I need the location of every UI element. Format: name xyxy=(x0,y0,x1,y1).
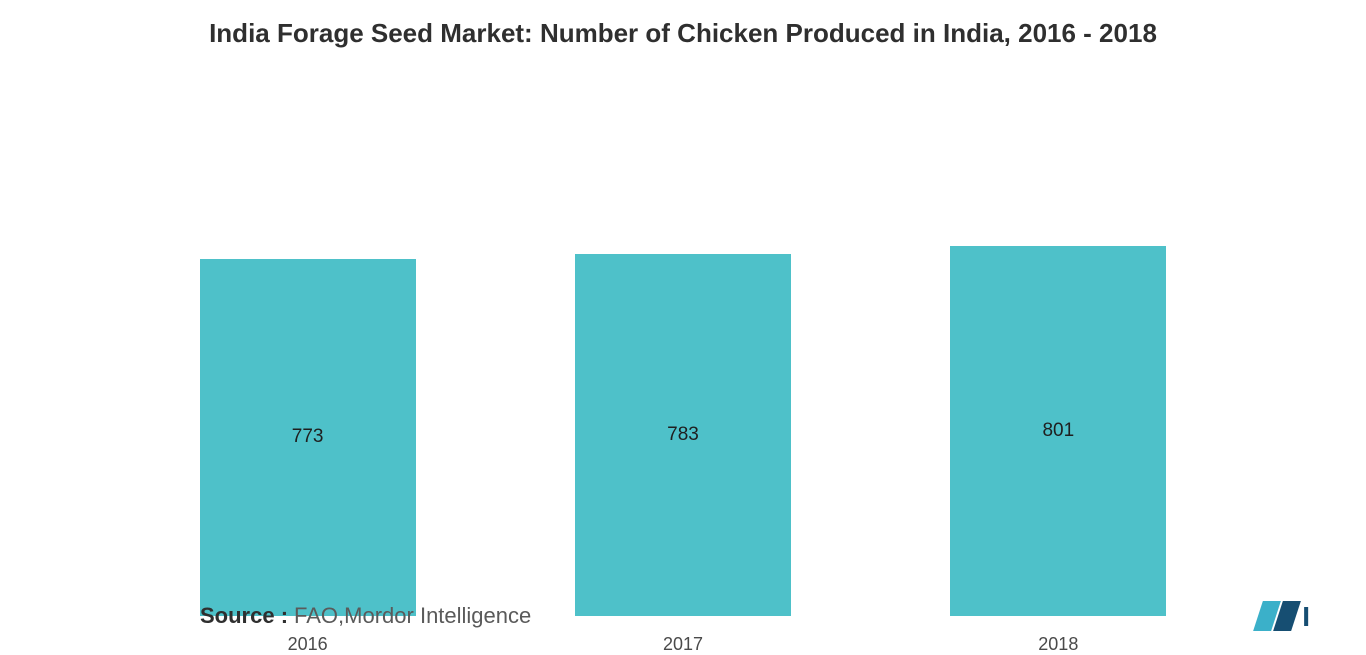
bar-slot: 783 xyxy=(575,254,791,616)
x-axis-label: 2016 xyxy=(200,634,416,655)
x-axis: 2016 2017 2018 xyxy=(120,634,1246,655)
bars-row: 773 783 801 xyxy=(120,99,1246,616)
x-axis-label: 2018 xyxy=(950,634,1166,655)
source-label: Source : xyxy=(200,603,288,629)
bar-slot: 801 xyxy=(950,246,1166,616)
bar-slot: 773 xyxy=(200,259,416,616)
bar: 801 xyxy=(950,246,1166,616)
chart-container: India Forage Seed Market: Number of Chic… xyxy=(0,0,1366,655)
bar-value-label: 801 xyxy=(1042,420,1074,442)
bar-value-label: 783 xyxy=(667,424,699,446)
x-axis-label: 2017 xyxy=(575,634,791,655)
plot-area: 773 783 801 xyxy=(120,99,1246,616)
bar: 783 xyxy=(575,254,791,616)
source-value: FAO,Mordor Intelligence xyxy=(294,603,531,629)
logo-letter: I xyxy=(1302,603,1310,631)
brand-logo: I xyxy=(1258,601,1310,631)
chart-title: India Forage Seed Market: Number of Chic… xyxy=(0,0,1366,49)
chart-footer: Source : FAO,Mordor Intelligence I xyxy=(0,601,1366,631)
bar: 773 xyxy=(200,259,416,616)
source-line: Source : FAO,Mordor Intelligence xyxy=(200,603,531,629)
bar-value-label: 773 xyxy=(292,426,324,448)
